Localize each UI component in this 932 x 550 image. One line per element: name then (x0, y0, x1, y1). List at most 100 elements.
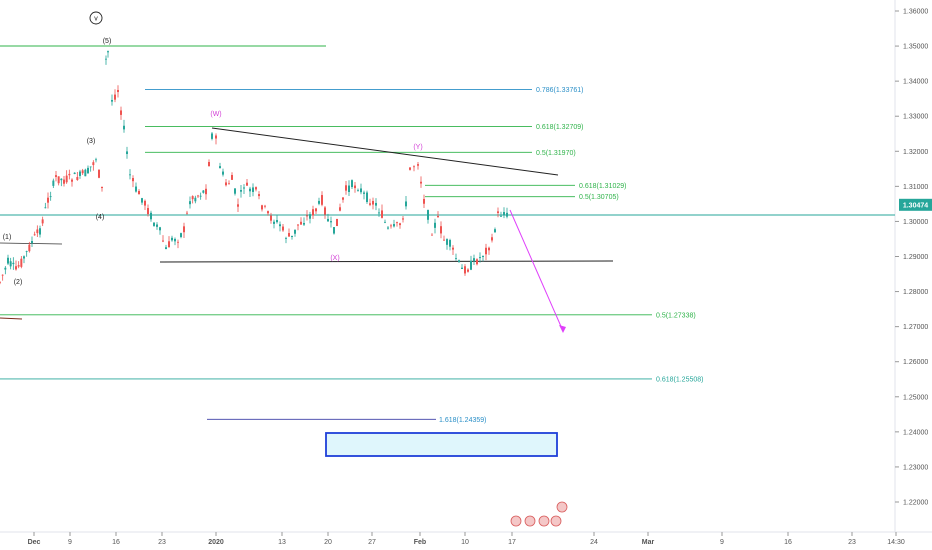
candle-body (470, 260, 472, 270)
x-tick-label: 14:30 (887, 539, 905, 546)
event-marker-icon[interactable] (524, 515, 536, 527)
candle-body (399, 223, 401, 226)
x-tick-label: 23 (848, 539, 856, 546)
candle-body (211, 133, 213, 139)
candle-body (135, 186, 137, 192)
triangle-upper-line (211, 127, 559, 176)
candle-body (1, 274, 4, 276)
y-tick-label: 1.28000 (903, 289, 928, 296)
candle-body (369, 203, 371, 205)
x-tick-label: 24 (590, 539, 598, 546)
x-tick-label: 9 (720, 539, 724, 546)
x-tick-label: 16 (784, 539, 792, 546)
y-tick-label: 1.35000 (903, 44, 928, 51)
event-marker-icon[interactable] (538, 515, 550, 527)
event-marker-icon[interactable] (510, 515, 522, 527)
candle-body (249, 188, 251, 192)
candle-body (194, 197, 197, 202)
candle-body (31, 241, 33, 244)
price-badge-label: 1.30474 (903, 202, 928, 209)
candle-body (506, 212, 508, 217)
candle-body (285, 237, 287, 239)
wave-v-circle (89, 11, 103, 25)
candle-body (363, 192, 365, 194)
candle-body (191, 196, 194, 200)
fib-level-label: 0.5(1.31970) (536, 150, 576, 157)
candle-body (384, 221, 386, 223)
candle-body (231, 175, 233, 180)
candle-body (68, 173, 71, 176)
candle-body (366, 192, 368, 202)
x-tick-label: 2020 (208, 539, 224, 546)
fib-level-label: 0.5(1.27338) (656, 312, 696, 319)
x-tick-label: 13 (278, 539, 286, 546)
candle-body (150, 212, 152, 220)
candle-body (183, 226, 185, 233)
candle-body (141, 198, 143, 203)
candle-body (95, 159, 97, 161)
candle-body (300, 221, 302, 225)
x-tick-label: Dec (28, 539, 41, 546)
corrective-wave-label: (W) (210, 111, 221, 118)
candle-body (228, 183, 230, 185)
candle-body (294, 229, 296, 234)
wave-label: (5) (103, 38, 112, 45)
candle-body (114, 94, 116, 100)
candle-body (449, 240, 451, 247)
candle-body (132, 178, 134, 182)
candle-body (273, 221, 275, 224)
candle-body (36, 229, 39, 234)
candle-body (7, 257, 9, 264)
candle-body (500, 215, 502, 217)
candle-body (147, 208, 149, 215)
candle-body (186, 212, 188, 214)
x-tick-label: 23 (158, 539, 166, 546)
candle-body (153, 222, 155, 226)
candle-body (261, 205, 263, 210)
candle-body (482, 255, 484, 257)
candle-body (65, 175, 68, 183)
candle-body (81, 170, 84, 174)
event-marker-icon[interactable] (556, 501, 568, 513)
candle-body (243, 187, 245, 189)
y-tick-label: 1.24000 (903, 429, 928, 436)
candle-body (89, 166, 92, 168)
candle-body (297, 224, 299, 226)
candle-body (291, 235, 293, 237)
candle-body (4, 267, 7, 270)
candle-body (129, 174, 131, 176)
candle-body (255, 187, 257, 190)
candle-body (180, 233, 182, 238)
candle-body (55, 175, 57, 177)
candle-body (354, 185, 356, 189)
x-tick-label: 16 (112, 539, 120, 546)
fib-level-label: 0.618(1.32709) (536, 124, 583, 131)
candle-body (189, 201, 191, 205)
candle-body (202, 190, 205, 193)
candle-body (461, 267, 463, 269)
candle-body (52, 180, 55, 186)
event-marker-icon[interactable] (550, 515, 562, 527)
wave-label: (2) (14, 279, 23, 286)
candle-body (252, 187, 254, 192)
triangle-lower-line (159, 260, 614, 263)
corrective-wave-label: (X) (330, 255, 339, 262)
candle-body (258, 194, 260, 197)
candle-body (312, 209, 314, 216)
candle-body (437, 215, 439, 218)
candle-body (117, 89, 119, 93)
x-tick-label: Feb (414, 539, 426, 546)
candle-body (246, 182, 248, 186)
candle-body (452, 247, 454, 250)
candle-body (473, 258, 475, 262)
candle-body (464, 266, 466, 274)
candle-body (197, 195, 199, 197)
candle-body (270, 215, 272, 221)
candle-body (208, 161, 210, 167)
candle-body (476, 259, 478, 265)
candle-body (120, 110, 122, 115)
candle-body (41, 219, 44, 224)
candle-body (123, 125, 125, 130)
